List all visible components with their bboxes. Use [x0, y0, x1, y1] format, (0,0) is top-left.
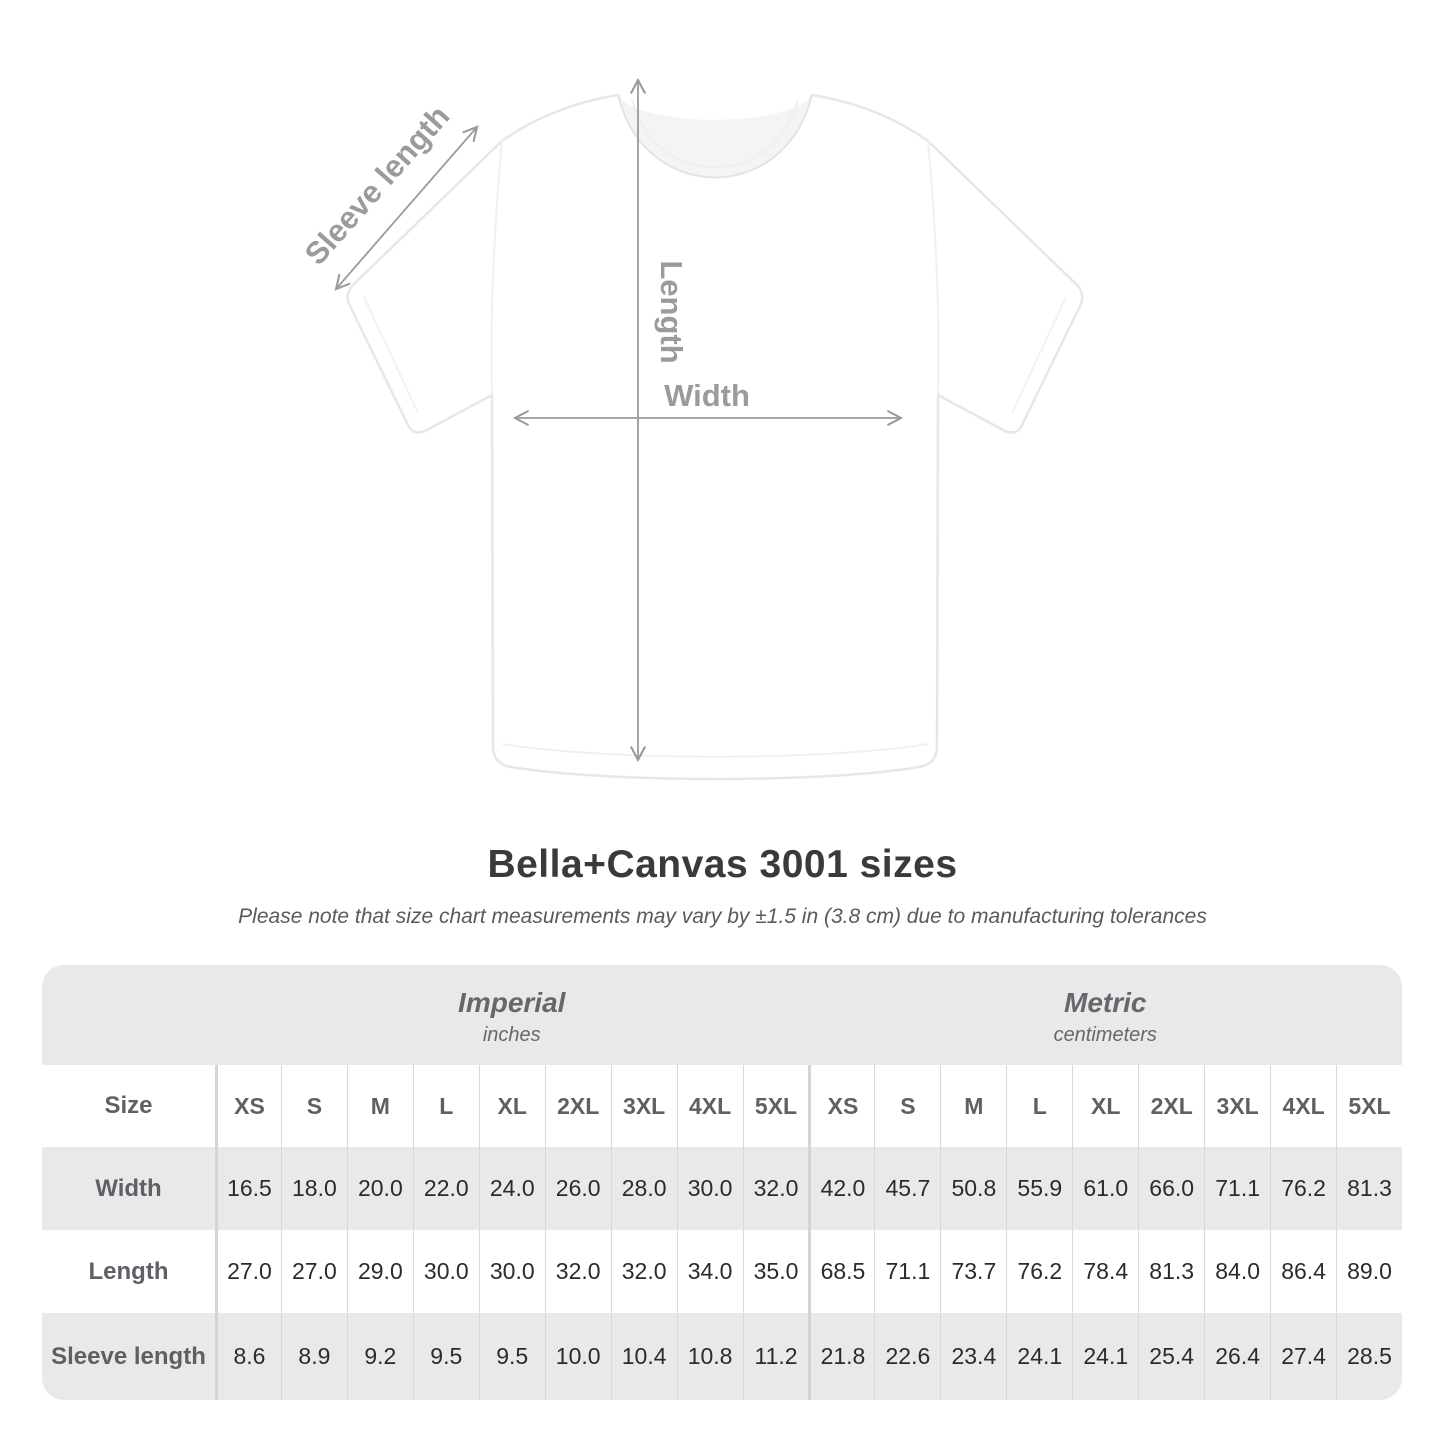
tshirt-diagram-svg: Length Width Sleeve length	[298, 77, 1084, 781]
size-col-imperial-2xl: 2XL	[544, 1065, 611, 1147]
sleeve-length-row: Sleeve length 8.6 8.9 9.2 9.5 9.5 10.0 1…	[42, 1313, 1402, 1400]
width-metric-5xl: 81.3	[1336, 1147, 1402, 1230]
length-metric-m: 73.7	[940, 1230, 1006, 1313]
size-col-metric-3xl: 3XL	[1204, 1065, 1270, 1147]
row-label-sleeve-length: Sleeve length	[51, 1342, 206, 1370]
sleeve-imperial-xl: 9.5	[478, 1313, 545, 1400]
width-metric-4xl: 76.2	[1270, 1147, 1336, 1230]
sleeve-metric-xs: 21.8	[808, 1313, 874, 1400]
tolerance-note: Please note that size chart measurements…	[238, 905, 1207, 928]
sleeve-metric-m: 23.4	[940, 1313, 1006, 1400]
length-imperial-2xl: 32.0	[544, 1230, 611, 1313]
size-table: Imperial inches Metric centimeters Size …	[42, 965, 1402, 1400]
sleeve-metric-2xl: 25.4	[1138, 1313, 1204, 1400]
width-imperial-2xl: 26.0	[544, 1147, 611, 1230]
width-imperial-4xl: 30.0	[676, 1147, 743, 1230]
row-label-length: Length	[88, 1257, 169, 1285]
size-col-imperial-xs: XS	[215, 1065, 281, 1147]
length-arrow-label: Length	[654, 260, 689, 363]
size-col-metric-5xl: 5XL	[1336, 1065, 1402, 1147]
sleeve-imperial-2xl: 10.0	[544, 1313, 611, 1400]
size-header-row: Size XS S M L XL 2XL 3XL 4XL 5XL XS S M …	[42, 1065, 1402, 1147]
page-title: Bella+Canvas 3001 sizes	[487, 843, 958, 886]
size-col-metric-s: S	[874, 1065, 940, 1147]
sleeve-length-arrow	[334, 125, 479, 291]
imperial-sublabel: inches	[482, 1024, 541, 1046]
measurement-arrows	[334, 77, 904, 763]
width-imperial-s: 18.0	[280, 1147, 347, 1230]
size-col-metric-2xl: 2XL	[1138, 1065, 1204, 1147]
size-col-metric-4xl: 4XL	[1270, 1065, 1336, 1147]
length-metric-l: 76.2	[1006, 1230, 1072, 1313]
width-imperial-l: 22.0	[412, 1147, 479, 1230]
length-metric-s: 71.1	[874, 1230, 940, 1313]
size-col-metric-xs: XS	[808, 1065, 874, 1147]
size-col-imperial-4xl: 4XL	[676, 1065, 743, 1147]
sleeve-imperial-xs: 8.6	[215, 1313, 281, 1400]
unit-header-band: Imperial inches Metric centimeters	[42, 965, 1402, 1065]
length-imperial-xs: 27.0	[215, 1230, 281, 1313]
metric-sublabel: centimeters	[1053, 1024, 1157, 1046]
width-metric-3xl: 71.1	[1204, 1147, 1270, 1230]
size-col-metric-m: M	[940, 1065, 1006, 1147]
size-header-cell: Size	[104, 1092, 153, 1119]
width-metric-xl: 61.0	[1072, 1147, 1138, 1230]
length-imperial-5xl: 35.0	[742, 1230, 809, 1313]
length-metric-xl: 78.4	[1072, 1230, 1138, 1313]
width-imperial-xl: 24.0	[478, 1147, 545, 1230]
width-metric-m: 50.8	[940, 1147, 1006, 1230]
length-imperial-xl: 30.0	[478, 1230, 545, 1313]
sleeve-imperial-4xl: 10.8	[676, 1313, 743, 1400]
sleeve-metric-3xl: 26.4	[1204, 1313, 1270, 1400]
width-metric-s: 45.7	[874, 1147, 940, 1230]
length-metric-3xl: 84.0	[1204, 1230, 1270, 1313]
length-imperial-m: 29.0	[346, 1230, 413, 1313]
metric-label: Metric	[1064, 987, 1147, 1018]
length-row: Length 27.0 27.0 29.0 30.0 30.0 32.0 32.…	[42, 1230, 1402, 1313]
size-col-metric-l: L	[1006, 1065, 1072, 1147]
sleeve-metric-4xl: 27.4	[1270, 1313, 1336, 1400]
imperial-label: Imperial	[458, 987, 566, 1018]
width-imperial-5xl: 32.0	[742, 1147, 809, 1230]
size-col-imperial-xl: XL	[478, 1065, 545, 1147]
size-col-imperial-l: L	[412, 1065, 479, 1147]
width-imperial-xs: 16.5	[215, 1147, 281, 1230]
imperial-header: Imperial inches	[215, 965, 809, 1065]
size-col-imperial-m: M	[346, 1065, 413, 1147]
sleeve-metric-5xl: 28.5	[1336, 1313, 1402, 1400]
width-arrow-label: Width	[664, 378, 750, 413]
sleeve-imperial-5xl: 11.2	[742, 1313, 809, 1400]
length-imperial-l: 30.0	[412, 1230, 479, 1313]
unit-band-spacer	[42, 965, 215, 1065]
width-metric-l: 55.9	[1006, 1147, 1072, 1230]
size-col-imperial-3xl: 3XL	[610, 1065, 677, 1147]
length-imperial-s: 27.0	[280, 1230, 347, 1313]
width-imperial-m: 20.0	[346, 1147, 413, 1230]
width-metric-xs: 42.0	[808, 1147, 874, 1230]
sleeve-imperial-s: 8.9	[280, 1313, 347, 1400]
sleeve-imperial-m: 9.2	[346, 1313, 413, 1400]
tshirt-measurement-diagram: Length Width Sleeve length	[298, 77, 1084, 781]
row-label-width: Width	[95, 1174, 162, 1202]
sleeve-metric-l: 24.1	[1006, 1313, 1072, 1400]
sleeve-imperial-l: 9.5	[412, 1313, 479, 1400]
size-col-imperial-s: S	[280, 1065, 347, 1147]
metric-header: Metric centimeters	[809, 965, 1403, 1065]
width-metric-2xl: 66.0	[1138, 1147, 1204, 1230]
sleeve-metric-xl: 24.1	[1072, 1313, 1138, 1400]
sleeve-imperial-3xl: 10.4	[610, 1313, 677, 1400]
size-col-imperial-5xl: 5XL	[742, 1065, 809, 1147]
tshirt-graphic	[346, 93, 1084, 781]
length-metric-2xl: 81.3	[1138, 1230, 1204, 1313]
length-metric-4xl: 86.4	[1270, 1230, 1336, 1313]
length-metric-xs: 68.5	[808, 1230, 874, 1313]
length-metric-5xl: 89.0	[1336, 1230, 1402, 1313]
sleeve-metric-s: 22.6	[874, 1313, 940, 1400]
width-row: Width 16.5 18.0 20.0 22.0 24.0 26.0 28.0…	[42, 1147, 1402, 1230]
length-imperial-4xl: 34.0	[676, 1230, 743, 1313]
length-imperial-3xl: 32.0	[610, 1230, 677, 1313]
size-col-metric-xl: XL	[1072, 1065, 1138, 1147]
width-imperial-3xl: 28.0	[610, 1147, 677, 1230]
